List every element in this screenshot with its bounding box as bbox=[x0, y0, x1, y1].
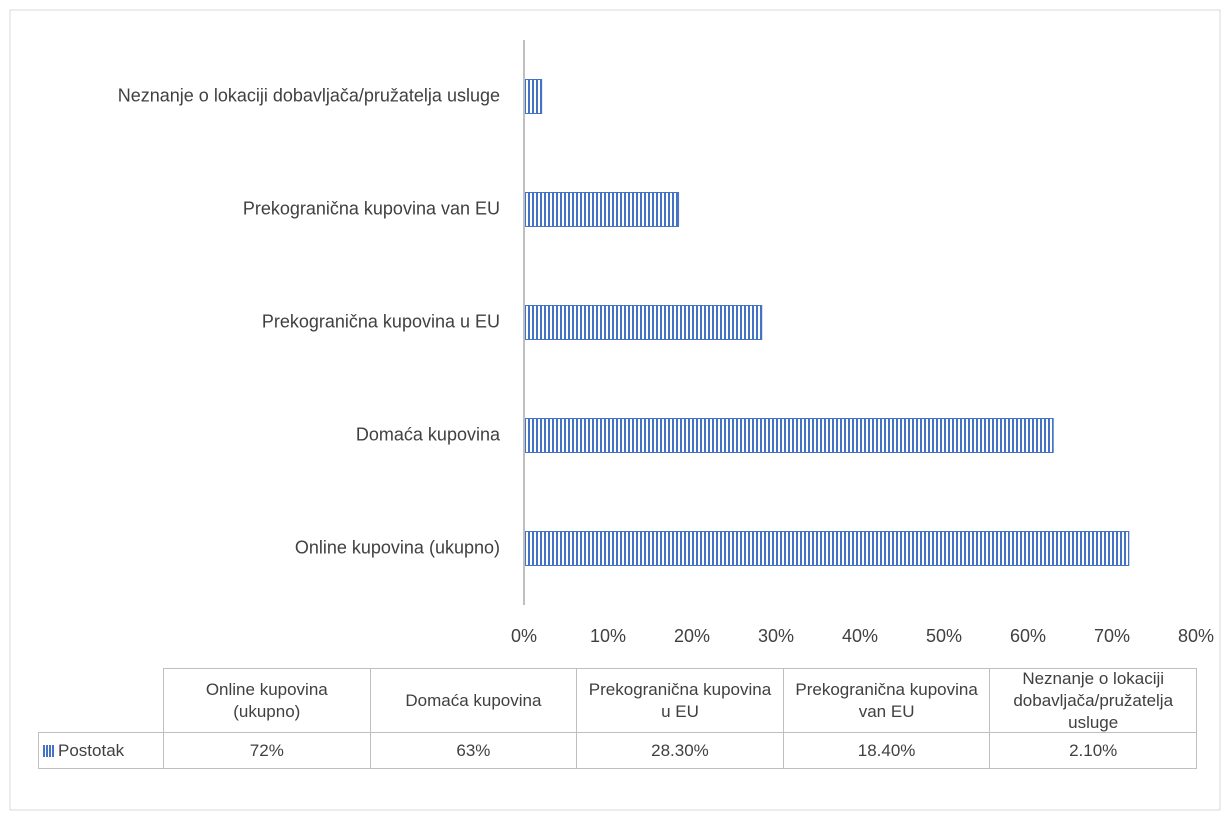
y-tick-label: Neznanje o lokaciji dobavljača/pružatelj… bbox=[118, 85, 500, 105]
chart-border bbox=[9, 9, 1221, 811]
bar bbox=[523, 531, 1130, 566]
bar bbox=[523, 305, 763, 340]
table-header-cell: Online kupovina (ukupno) bbox=[163, 668, 371, 733]
table-header-cell: Prekogranična kupovina van EU bbox=[782, 668, 991, 733]
y-tick-label: Prekogranična kupovina van EU bbox=[243, 198, 500, 218]
table-value-cell: 2.10% bbox=[989, 732, 1197, 769]
x-tick-label: 50% bbox=[926, 626, 962, 646]
bar bbox=[523, 418, 1054, 453]
x-tick-label: 10% bbox=[590, 626, 626, 646]
legend-swatch bbox=[43, 744, 55, 757]
y-tick-label: Prekogranična kupovina u EU bbox=[262, 311, 500, 331]
x-tick-label: 20% bbox=[674, 626, 710, 646]
x-tick-label: 30% bbox=[758, 626, 794, 646]
y-tick-label: Online kupovina (ukupno) bbox=[295, 537, 500, 557]
table-value-cell: 18.40% bbox=[782, 732, 991, 769]
x-tick-label: 40% bbox=[842, 626, 878, 646]
x-tick-label: 60% bbox=[1010, 626, 1046, 646]
table-value-cell: 72% bbox=[163, 732, 371, 769]
x-tick-label: 70% bbox=[1094, 626, 1130, 646]
legend-label: Postotak bbox=[58, 740, 125, 760]
table-header-cell: Prekogranična kupovina u EU bbox=[576, 668, 784, 733]
bar bbox=[523, 192, 680, 227]
table-header-cell: Neznanje o lokaciji dobavljača/pružatelj… bbox=[989, 668, 1197, 733]
table-value-cell: 63% bbox=[369, 732, 578, 769]
y-tick-label: Domaća kupovina bbox=[356, 424, 501, 444]
x-tick-label: 0% bbox=[511, 626, 537, 646]
table-value-cell: 28.30% bbox=[576, 732, 784, 769]
x-tick-label: 80% bbox=[1178, 626, 1214, 646]
table-header-cell: Domaća kupovina bbox=[369, 668, 578, 733]
table-legend-cell: Postotak bbox=[38, 732, 164, 769]
bar bbox=[523, 79, 543, 114]
